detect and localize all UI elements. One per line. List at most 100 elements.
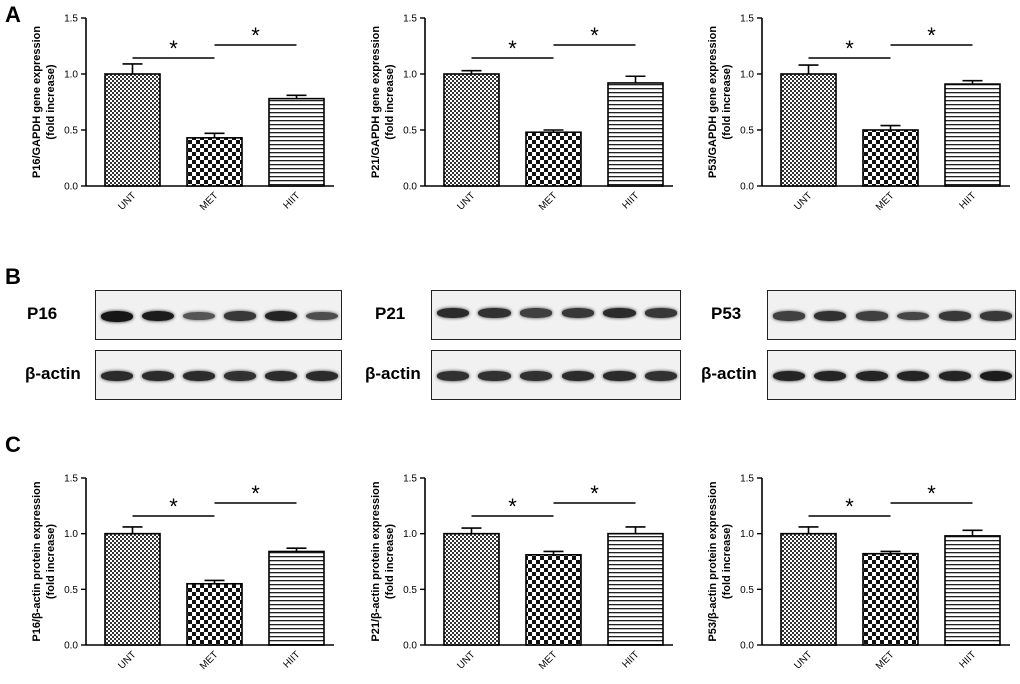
bar-met [186, 582, 243, 646]
y-tick-label: 1.0 [64, 529, 78, 540]
band [855, 370, 888, 382]
y-tick-label: 1.5 [740, 474, 754, 485]
band [265, 310, 298, 322]
band [644, 308, 678, 318]
bar-met [186, 137, 243, 187]
band [182, 370, 215, 382]
band [224, 311, 257, 321]
band [814, 311, 847, 321]
y-axis-label: (fold increase) [45, 64, 57, 140]
band [224, 371, 257, 381]
panel-label-b: B [5, 264, 21, 289]
bar-hiit [268, 550, 325, 646]
x-tick-label: UNT [792, 649, 814, 671]
y-tick-label: 0.5 [403, 126, 417, 137]
y-axis-label: P16/β-actin protein expression [31, 481, 43, 641]
x-tick-label: HIIT [957, 190, 978, 211]
y-tick-label: 1.5 [64, 14, 78, 25]
band [938, 370, 971, 382]
band [897, 370, 930, 382]
y-axis-label: P21/β-actin protein expression [370, 481, 382, 641]
significance-star: * [508, 36, 517, 61]
y-tick-label: 0.5 [740, 126, 754, 137]
band [100, 370, 133, 382]
bar-hiit [607, 532, 664, 646]
y-tick-label: 0.0 [64, 182, 78, 193]
y-tick-label: 0.0 [740, 641, 754, 652]
blot-label-beta-actin: β-actin [365, 364, 421, 383]
chart-3: 0.0 0.5 1.0 1.5 UNT MET HIIT * * P53/GAPDH gene e… [707, 14, 1010, 213]
x-tick-label: MET [198, 190, 221, 213]
y-axis-label: P53/β-actin protein expression [707, 481, 719, 641]
band [561, 370, 595, 382]
y-tick-label: 0.5 [740, 585, 754, 596]
bar-met [862, 552, 919, 646]
blot-label-beta-actin: β-actin [25, 364, 81, 383]
band [603, 370, 636, 382]
x-tick-label: MET [537, 649, 560, 672]
bar-hiit [607, 82, 664, 187]
blot-label-p16: P16 [27, 304, 58, 323]
x-tick-label: HIIT [281, 190, 302, 211]
bar-met [525, 131, 582, 187]
y-tick-label: 1.5 [740, 14, 754, 25]
blot-p53 [767, 290, 1016, 340]
blot-label-p53: P53 [711, 304, 742, 323]
x-tick-label: MET [537, 190, 560, 213]
y-tick-label: 0.0 [403, 182, 417, 193]
y-tick-label: 1.5 [403, 474, 417, 485]
band [306, 370, 339, 382]
bar-unt [443, 73, 500, 187]
bar-met [862, 129, 919, 187]
x-tick-label: MET [874, 649, 897, 672]
y-tick-label: 0.0 [64, 641, 78, 652]
band [265, 370, 298, 382]
y-axis-label: P53/GAPDH gene expression [707, 26, 719, 179]
y-axis-label: (fold increase) [721, 64, 733, 140]
chart-2: 0.0 0.5 1.0 1.5 UNT MET HIIT * * P21/GAPDH gene e… [370, 14, 673, 213]
y-axis-label: P21/GAPDH gene expression [370, 26, 382, 179]
band [980, 370, 1013, 382]
y-tick-label: 0.0 [740, 182, 754, 193]
bar-hiit [268, 97, 325, 187]
y-axis-label: (fold increase) [384, 64, 396, 140]
significance-star: * [845, 494, 854, 519]
y-tick-label: 0.5 [64, 585, 78, 596]
band [182, 311, 215, 321]
x-tick-label: UNT [116, 649, 138, 671]
significance-star: * [845, 36, 854, 61]
y-tick-label: 1.0 [740, 70, 754, 81]
band [561, 308, 595, 318]
x-tick-label: HIIT [620, 649, 641, 670]
x-tick-label: UNT [792, 190, 814, 212]
significance-star: * [590, 23, 599, 48]
bar-hiit [944, 535, 1001, 646]
panel-label-c: C [5, 432, 21, 457]
band [100, 310, 133, 322]
band [478, 371, 511, 381]
x-tick-label: HIIT [620, 190, 641, 211]
band [478, 308, 511, 318]
y-tick-label: 1.5 [64, 474, 78, 485]
band [938, 311, 971, 321]
x-tick-label: UNT [455, 649, 477, 671]
panel-label-a: A [5, 2, 21, 27]
y-tick-label: 1.0 [403, 70, 417, 81]
chart-1: 0.0 0.5 1.0 1.5 UNT MET HIIT * * P16/GAPDH gene e… [31, 14, 334, 213]
y-tick-label: 1.0 [64, 70, 78, 81]
x-tick-label: UNT [455, 190, 477, 212]
chart-5: 0.0 0.5 1.0 1.5 UNT MET HIIT * * P21/β-actin prot… [370, 474, 673, 672]
bar-met [525, 554, 582, 646]
bar-hiit [944, 83, 1001, 187]
y-tick-label: 1.0 [403, 529, 417, 540]
y-tick-label: 0.0 [403, 641, 417, 652]
band [772, 370, 805, 382]
band [814, 370, 847, 382]
significance-star: * [169, 36, 178, 61]
chart-4: 0.0 0.5 1.0 1.5 UNT MET HIIT * * P16/β-actin prot… [31, 474, 334, 672]
band [855, 311, 888, 321]
band [436, 371, 470, 381]
bar-unt [443, 532, 500, 646]
significance-star: * [169, 494, 178, 519]
band [603, 307, 636, 319]
